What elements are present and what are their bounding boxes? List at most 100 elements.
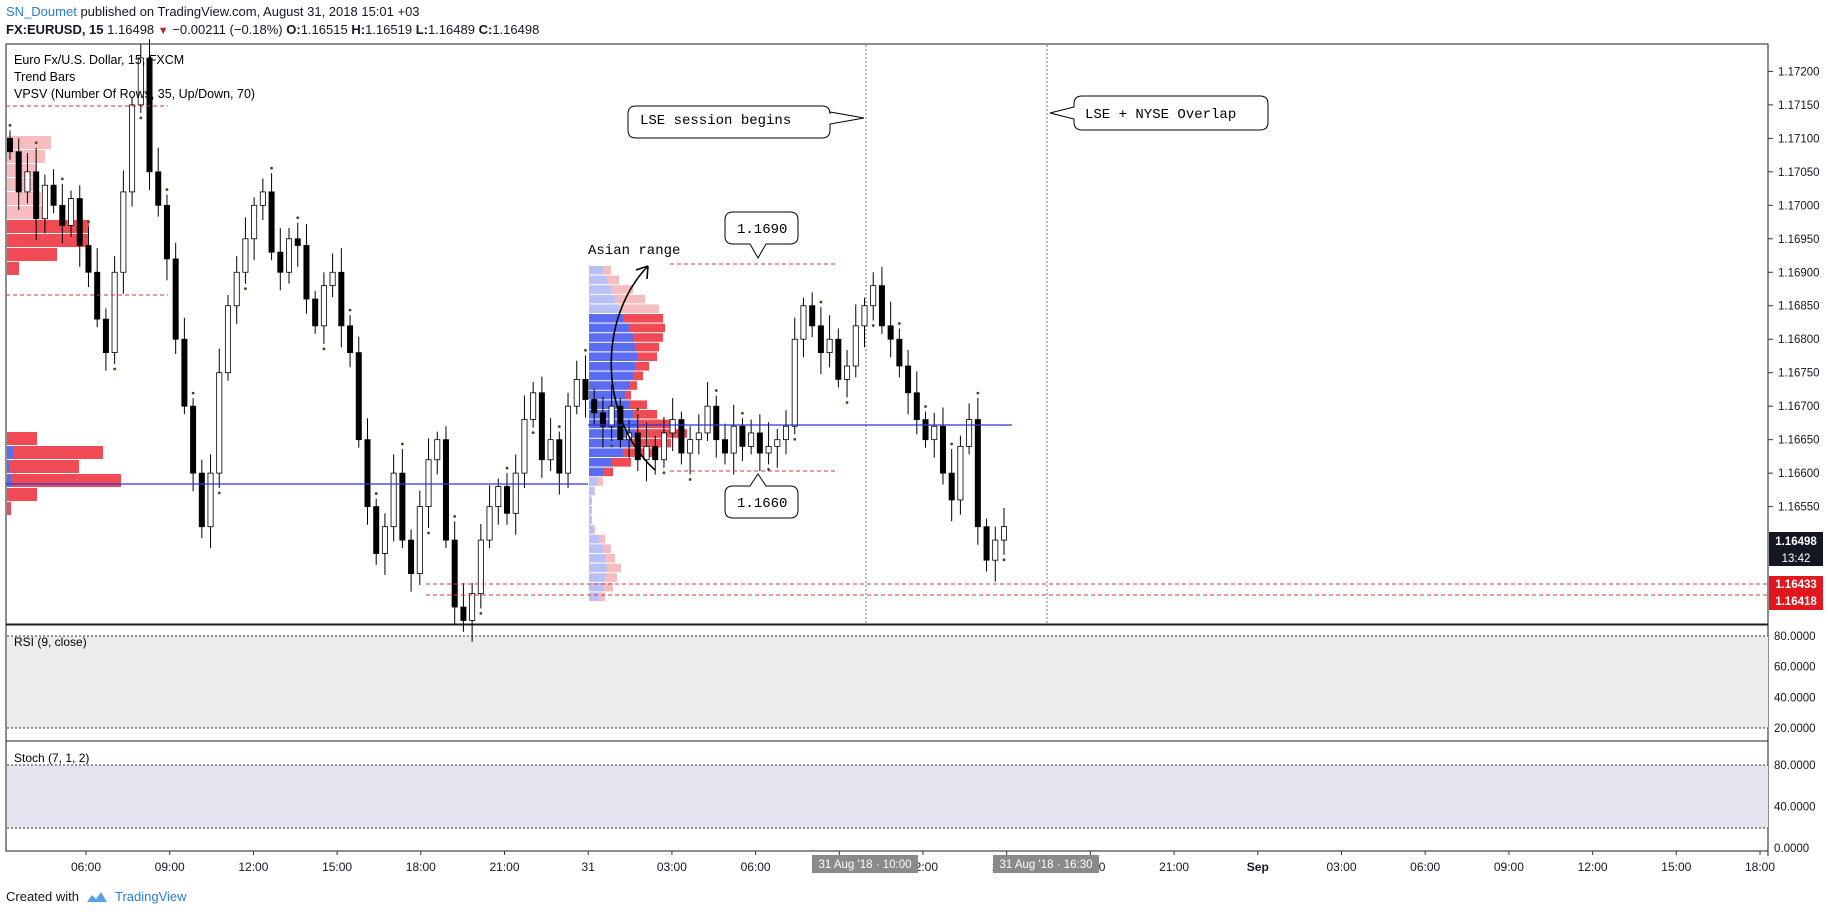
candle bbox=[381, 526, 388, 554]
close-value: 1.16498 bbox=[492, 22, 540, 37]
vp-down-bar bbox=[611, 458, 631, 467]
candle bbox=[181, 338, 188, 407]
candle bbox=[783, 425, 790, 441]
candle bbox=[791, 338, 798, 427]
vp-up-bar bbox=[589, 544, 603, 553]
trend-dot bbox=[924, 405, 927, 408]
support-tag-1 bbox=[1769, 576, 1823, 593]
vp-down-bar bbox=[607, 563, 621, 573]
candle bbox=[303, 245, 310, 300]
time-tag-2-text: 31 Aug '18 · 16:30 bbox=[1000, 859, 1093, 871]
vp-down-bar bbox=[633, 371, 643, 381]
vp-down-bar bbox=[593, 525, 595, 534]
support-tag-2-text: 1.16418 bbox=[1775, 596, 1817, 608]
candle bbox=[347, 325, 354, 354]
candle bbox=[460, 606, 467, 621]
candle bbox=[913, 392, 920, 420]
vp-up-bar bbox=[589, 592, 599, 601]
candle bbox=[469, 593, 476, 621]
vp-down-bar bbox=[605, 573, 617, 582]
candle bbox=[905, 365, 912, 394]
vp-down-bar bbox=[633, 333, 663, 342]
legend-trend-bars: Trend Bars bbox=[14, 70, 75, 84]
publish-line: SN_Doumet published on TradingView.com, … bbox=[6, 4, 420, 19]
time-tick-label: 09:00 bbox=[1494, 860, 1524, 874]
candle bbox=[251, 204, 258, 240]
trend-dot bbox=[1002, 558, 1006, 562]
trend-dot bbox=[610, 444, 614, 448]
trend-dot bbox=[479, 611, 483, 615]
vp-up-bar bbox=[589, 333, 633, 342]
low-callout-text: 1.1660 bbox=[737, 496, 787, 512]
overlap-callout-text: LSE + NYSE Overlap bbox=[1085, 107, 1236, 123]
candle bbox=[207, 472, 214, 528]
candle bbox=[198, 472, 205, 528]
vp-up-bar bbox=[589, 467, 603, 477]
trend-dot bbox=[113, 367, 117, 371]
candle bbox=[669, 419, 676, 434]
publish-info: published on TradingView.com, August 31,… bbox=[80, 4, 420, 19]
candle bbox=[739, 425, 746, 447]
candle bbox=[486, 506, 493, 541]
main-pane-frame bbox=[5, 43, 1769, 625]
price-scale[interactable]: 1.17200 1.17150 1.17100 1.17050 1.17000 1.169… bbox=[1768, 66, 1820, 514]
price-tick-label: 1.16900 bbox=[1778, 267, 1820, 279]
price-tick-label: 1.16550 bbox=[1778, 502, 1820, 514]
trend-dot bbox=[819, 300, 823, 304]
trend-dot bbox=[348, 308, 352, 312]
asian-range-label: Asian range bbox=[588, 243, 680, 259]
candle bbox=[852, 325, 859, 367]
vp-down-bar bbox=[629, 381, 637, 390]
trend-dot bbox=[793, 437, 797, 441]
candle bbox=[294, 238, 301, 246]
candle bbox=[416, 506, 423, 574]
candle bbox=[320, 285, 327, 327]
last-price-tag-text: 1.16498 bbox=[1775, 536, 1817, 548]
tradingview-link[interactable]: TradingView bbox=[114, 889, 187, 904]
time-tag-1 bbox=[812, 855, 918, 873]
trend-dot bbox=[845, 401, 849, 404]
trend-dot bbox=[374, 492, 378, 495]
trend-dot bbox=[636, 407, 640, 411]
candle bbox=[713, 405, 720, 441]
time-tick-label: 18:00 bbox=[1745, 860, 1775, 874]
trend-dot bbox=[217, 491, 221, 495]
vp-down-bar bbox=[635, 342, 659, 352]
candle bbox=[146, 57, 153, 173]
time-tick-label: 06:00 bbox=[1410, 860, 1440, 874]
candle bbox=[844, 365, 851, 380]
candle bbox=[390, 472, 397, 528]
candle bbox=[652, 445, 659, 461]
trend-dot bbox=[950, 442, 954, 446]
vp-up-bar bbox=[7, 474, 11, 487]
vp-down-bar bbox=[7, 136, 51, 149]
time-axis[interactable]: 06:00 09:00 12:00 15:00 18:00 21:00 31 03:00 06:… bbox=[71, 851, 1775, 874]
vp-down-bar bbox=[7, 262, 19, 275]
author-link[interactable]: SN_Doumet bbox=[6, 4, 77, 19]
candle bbox=[966, 419, 973, 447]
stoch-band bbox=[7, 765, 1768, 828]
candles-layer bbox=[7, 39, 1008, 642]
candle bbox=[573, 378, 580, 407]
time-tag-1-text: 31 Aug '18 · 10:00 bbox=[819, 859, 912, 871]
trend-dot bbox=[897, 322, 901, 325]
rsi-label: RSI (9, close) bbox=[14, 635, 87, 649]
candle bbox=[129, 104, 136, 193]
price-tick-label: 1.16950 bbox=[1778, 234, 1820, 246]
price-tick-label: 1.17200 bbox=[1778, 66, 1820, 78]
vp-down-bar bbox=[637, 352, 657, 361]
candle bbox=[896, 338, 903, 367]
high-value: 1.16519 bbox=[365, 22, 413, 37]
trend-dot bbox=[584, 348, 587, 352]
trend-dot bbox=[165, 188, 169, 191]
time-tag-2 bbox=[993, 855, 1099, 873]
vp-up-bar bbox=[589, 275, 607, 285]
vp-down-bar bbox=[629, 400, 647, 409]
candle bbox=[704, 405, 711, 434]
tradingview-cloud-icon bbox=[86, 891, 107, 902]
candle bbox=[76, 198, 83, 246]
candle bbox=[495, 486, 502, 508]
vp-down-bar bbox=[13, 446, 103, 459]
candle bbox=[163, 204, 170, 260]
